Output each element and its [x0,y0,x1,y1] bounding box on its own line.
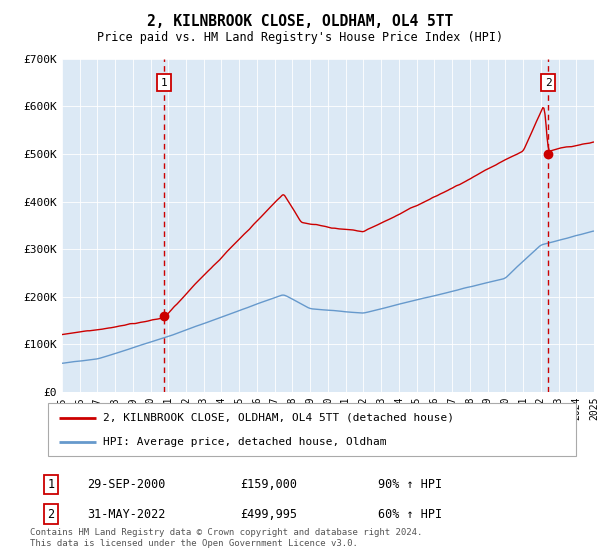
Text: 2, KILNBROOK CLOSE, OLDHAM, OL4 5TT (detached house): 2, KILNBROOK CLOSE, OLDHAM, OL4 5TT (det… [103,413,454,423]
Text: Contains HM Land Registry data © Crown copyright and database right 2024.
This d: Contains HM Land Registry data © Crown c… [30,528,422,548]
Text: 60% ↑ HPI: 60% ↑ HPI [378,507,442,521]
Text: 2: 2 [545,78,551,87]
Text: 90% ↑ HPI: 90% ↑ HPI [378,478,442,491]
Text: 1: 1 [160,78,167,87]
Text: £159,000: £159,000 [240,478,297,491]
Text: 29-SEP-2000: 29-SEP-2000 [87,478,166,491]
Text: 31-MAY-2022: 31-MAY-2022 [87,507,166,521]
Text: £499,995: £499,995 [240,507,297,521]
Text: 1: 1 [47,478,55,491]
Text: Price paid vs. HM Land Registry's House Price Index (HPI): Price paid vs. HM Land Registry's House … [97,31,503,44]
Text: 2, KILNBROOK CLOSE, OLDHAM, OL4 5TT: 2, KILNBROOK CLOSE, OLDHAM, OL4 5TT [147,14,453,29]
Text: 2: 2 [47,507,55,521]
Text: HPI: Average price, detached house, Oldham: HPI: Average price, detached house, Oldh… [103,437,387,447]
FancyBboxPatch shape [48,403,576,456]
